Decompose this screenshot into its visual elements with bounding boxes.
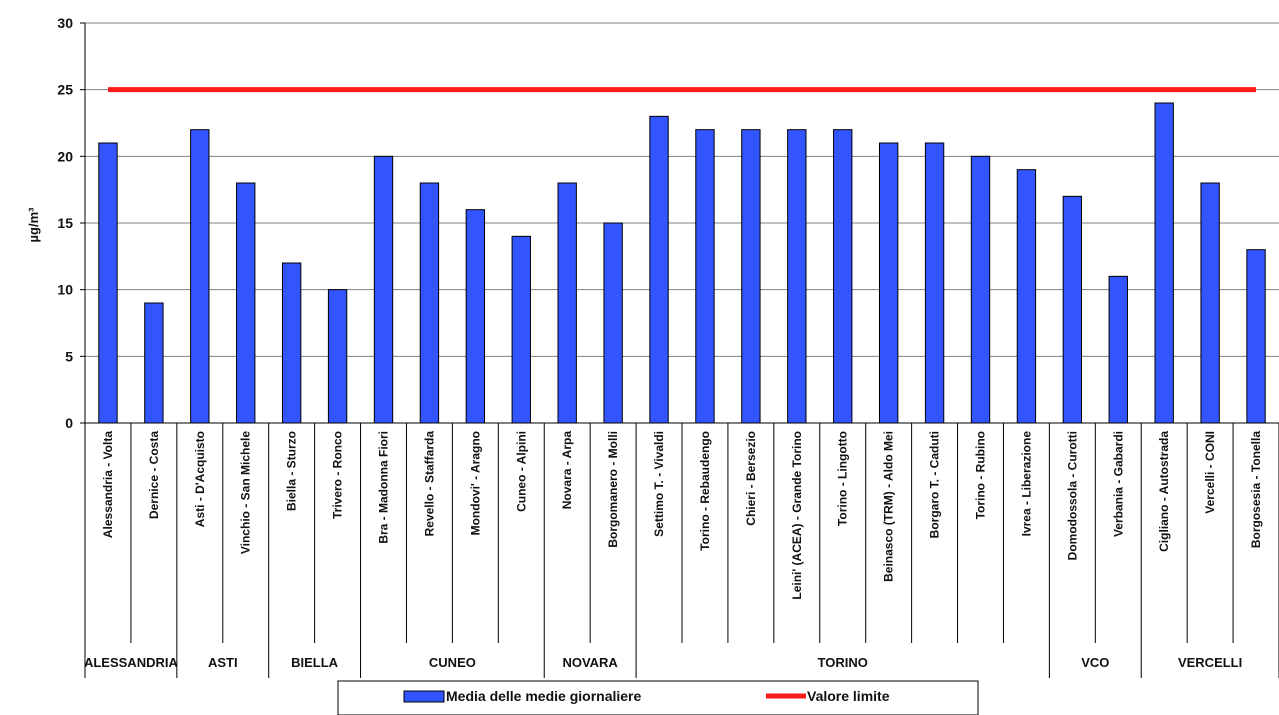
- bar: [465, 209, 486, 424]
- bar: [419, 182, 440, 424]
- bar: [695, 129, 715, 424]
- x-tick-label: Alessandria - Volta: [101, 431, 115, 538]
- x-tick-label: Borgosesia - Tonella: [1249, 431, 1263, 548]
- x-tick-label: Cuneo - Alpini: [514, 431, 528, 512]
- group-label: VERCELLI: [1178, 655, 1242, 670]
- x-tick-label: Settimo T. - Vivaldi: [652, 431, 666, 537]
- x-tick-label: Cigliano - Autostrada: [1157, 431, 1171, 552]
- x-tick-label: Leini' (ACEA) - Grande Torino: [790, 431, 804, 600]
- bar: [878, 142, 899, 424]
- bar: [236, 182, 256, 424]
- bar: [787, 129, 807, 424]
- bar: [1108, 275, 1128, 424]
- x-tick-label: Ivrea - Liberazione: [1019, 431, 1033, 537]
- axes: [80, 22, 1279, 678]
- gridlines: [85, 22, 1279, 357]
- y-axis-label: µg/m³: [26, 207, 41, 243]
- legend-box: [337, 680, 979, 715]
- x-tick-label: Chieri - Bersezio: [744, 431, 758, 526]
- x-tick-label: Vinchio - San Michele: [239, 431, 253, 554]
- x-tick-label: Asti - D'Acquisto: [193, 431, 207, 527]
- bar: [833, 129, 853, 424]
- bar: [1154, 102, 1174, 424]
- bar: [741, 129, 761, 424]
- bar: [373, 155, 394, 424]
- group-labels: ALESSANDRIA ASTI BIELLA CUNEO NOVARA TORINO VC…: [84, 655, 1242, 670]
- y-tick-label: 0: [65, 415, 73, 431]
- x-tick-label: Borgaro T. - Caduti: [928, 431, 942, 538]
- bar: [511, 235, 531, 424]
- x-tick-label: Biella - Sturzo: [285, 431, 299, 511]
- y-tick-label: 10: [57, 282, 73, 298]
- x-tick-label: Mondovi' - Aragno: [468, 431, 482, 535]
- legend-label-bars: Media delle medie giornaliere: [446, 688, 642, 704]
- legend-label-limit: Valore limite: [807, 688, 890, 704]
- group-label: ASTI: [208, 655, 238, 670]
- bar: [1200, 182, 1220, 424]
- bar: [327, 289, 348, 424]
- x-tick-label: Torino - Rebaudengo: [698, 431, 712, 551]
- bars: [98, 102, 1266, 424]
- group-label: ALESSANDRIA: [84, 655, 179, 670]
- x-tick-label: Revello - Staffarda: [422, 431, 436, 537]
- bar: [557, 182, 577, 424]
- y-tick-labels: 0 5 10 15 20 25 30: [57, 15, 73, 431]
- x-tick-label: Torino - Lingotto: [836, 431, 850, 526]
- group-label: TORINO: [818, 655, 868, 670]
- x-tick-label: Borgomanero - Molli: [606, 431, 620, 548]
- bar: [1062, 195, 1083, 424]
- y-tick-label: 30: [57, 15, 73, 31]
- y-tick-label: 20: [57, 148, 73, 164]
- x-tick-label: Dernice - Costa: [147, 431, 161, 519]
- x-tick-label: Beinasco (TRM) - Aldo Mei: [882, 431, 896, 582]
- bar: [281, 262, 302, 424]
- bar: [98, 142, 118, 424]
- group-label: VCO: [1081, 655, 1109, 670]
- bar: [970, 155, 991, 424]
- x-tick-label: Novara - Arpa: [560, 431, 574, 510]
- bar: [603, 222, 623, 424]
- bar: [649, 115, 669, 424]
- x-tick-label: Bra - Madonna Fiori: [377, 431, 391, 544]
- group-label: NOVARA: [562, 655, 618, 670]
- y-tick-label: 5: [65, 348, 73, 364]
- bar: [144, 302, 164, 424]
- y-tick-label: 25: [57, 82, 73, 98]
- legend: Media delle medie giornaliere Valore lim…: [337, 680, 979, 715]
- x-tick-label: Vercelli - CONI: [1203, 431, 1217, 514]
- x-tick-label: Verbania - Gabardi: [1111, 431, 1125, 537]
- bar: [924, 142, 945, 424]
- x-tick-label: Domodossola - Curotti: [1065, 431, 1079, 560]
- x-tick-label: Torino - Rubino: [974, 431, 988, 519]
- bar: [190, 129, 210, 424]
- x-tick-label: Trivero - Ronco: [331, 431, 345, 519]
- y-tick-label: 15: [57, 215, 73, 231]
- bar: [1016, 169, 1037, 424]
- group-label: CUNEO: [429, 655, 476, 670]
- bar: [1246, 249, 1266, 424]
- category-labels: Alessandria - Volta Dernice - Costa Asti -…: [101, 431, 1263, 600]
- legend-swatch-bars: [403, 690, 445, 703]
- group-label: BIELLA: [291, 655, 339, 670]
